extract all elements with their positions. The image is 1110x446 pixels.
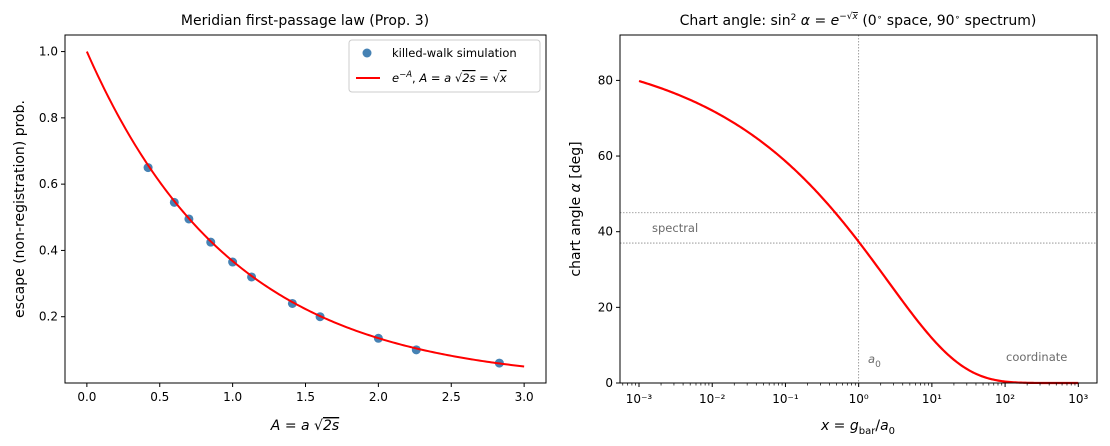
legend-label-simulation: killed-walk simulation	[392, 46, 517, 60]
x-tick-label: 10⁰	[849, 392, 869, 406]
y-tick-label: 40	[598, 225, 613, 239]
left-legend: killed-walk simulation e−A, A = a √2s = …	[348, 39, 541, 93]
y-tick-label: 80	[598, 73, 613, 87]
y-tick-label: 0.8	[39, 111, 58, 125]
series-line-chart-angle	[638, 79, 1079, 385]
escape-probability-chart: Meridian first-passage law (Prop. 3) 0.0…	[12, 13, 547, 434]
right-x-axis-label: x = gbar/a0	[820, 418, 895, 437]
right-y-axis-label: chart angle α [deg]	[568, 141, 584, 276]
left-y-axis-label: escape (non-registration) prob.	[12, 100, 28, 318]
x-tick-label: 10¹	[922, 392, 942, 406]
left-chart-title: Meridian first-passage law (Prop. 3)	[181, 13, 429, 29]
x-tick-label: 2.5	[442, 390, 461, 404]
annotation-a0: a0	[868, 352, 881, 370]
left-x-axis-label: A = a √2s	[270, 418, 339, 434]
left-x-ticks: 0.0 0.5 1.0 1.5 2.0 2.5 3.0	[77, 383, 534, 404]
x-tick-label: 10⁻³	[626, 392, 653, 406]
legend-label-exp: e−A, A = a √2s = √x	[392, 70, 507, 85]
left-y-ticks: 0.2 0.4 0.6 0.8 1.0	[39, 45, 65, 324]
legend-box	[348, 39, 541, 93]
right-chart-title: Chart angle: sin2 α = e−√x (0∘ space, 90…	[680, 11, 1037, 29]
annotation-coordinate: coordinate	[1006, 350, 1067, 364]
chart-angle-chart: Chart angle: sin2 α = e−√x (0∘ space, 90…	[568, 11, 1098, 437]
left-plot-area	[85, 51, 525, 368]
y-tick-label: 60	[598, 149, 613, 163]
x-tick-label: 2.0	[369, 390, 388, 404]
x-tick-label: 10²	[995, 392, 1015, 406]
right-x-ticks: 10⁻³ 10⁻² 10⁻¹ 10⁰ 10¹ 10² 10³	[622, 383, 1089, 406]
y-tick-label: 0	[605, 376, 613, 390]
y-tick-label: 0.2	[39, 310, 58, 324]
y-tick-label: 1.0	[39, 45, 58, 59]
x-tick-label: 0.0	[77, 390, 96, 404]
right-y-ticks: 0 20 40 60 80	[598, 73, 620, 390]
y-tick-label: 0.4	[39, 243, 58, 257]
x-tick-label: 1.0	[223, 390, 242, 404]
annotation-spectral: spectral	[652, 221, 698, 235]
x-tick-label: 10⁻¹	[772, 392, 799, 406]
x-tick-label: 3.0	[515, 390, 534, 404]
y-tick-label: 0.6	[39, 177, 58, 191]
x-tick-label: 10⁻²	[699, 392, 726, 406]
x-tick-label: 1.5	[296, 390, 315, 404]
x-tick-label: 0.5	[150, 390, 169, 404]
x-tick-label: 10³	[1068, 392, 1088, 406]
series-simulation	[143, 163, 504, 368]
y-tick-label: 20	[598, 300, 613, 314]
series-line-exp	[85, 51, 525, 368]
legend-marker-simulation	[362, 48, 372, 58]
right-plot-area	[620, 35, 1097, 385]
